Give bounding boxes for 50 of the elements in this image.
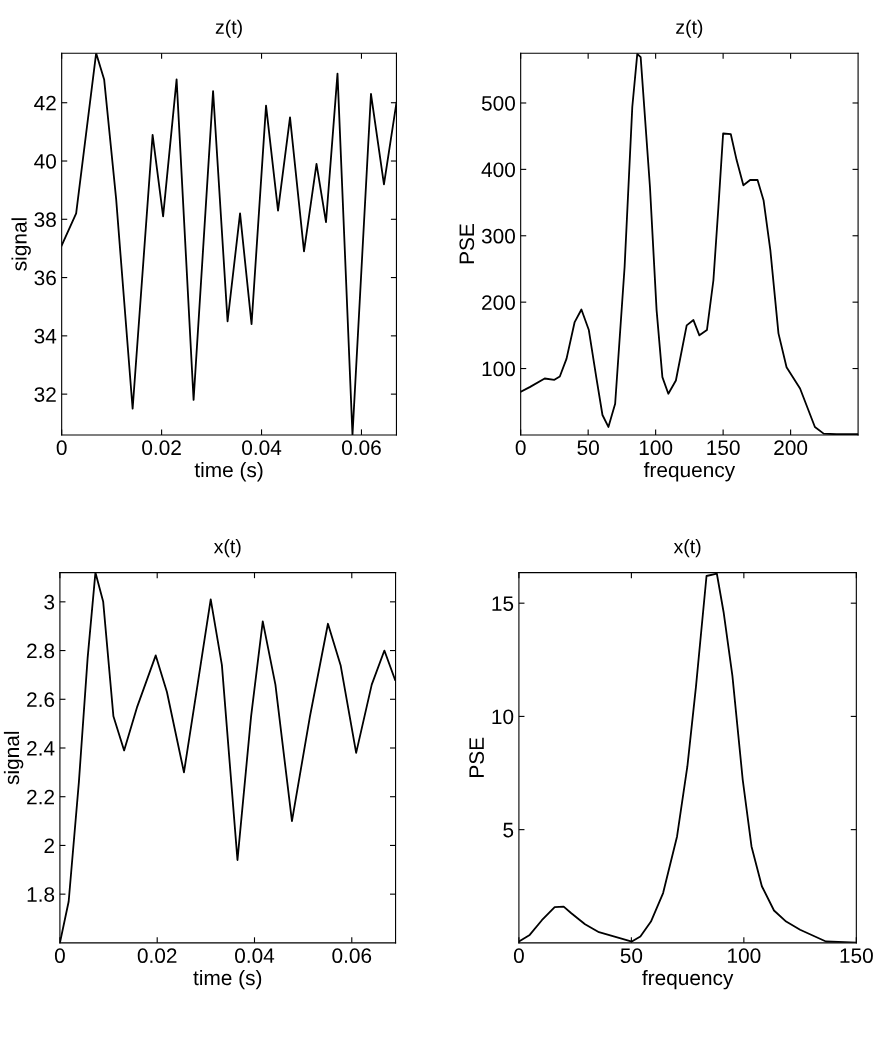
- x-tick-label: 0.02: [142, 440, 181, 456]
- y-tick-label: 400: [481, 162, 515, 178]
- x-axis-title: time (s): [193, 969, 262, 990]
- y-tick-label: 2: [44, 838, 54, 853]
- y-tick-label: 2.2: [27, 789, 54, 805]
- x-axis-title: frequency: [642, 969, 734, 990]
- y-tick-label: 42: [34, 95, 56, 111]
- y-tick-label: 500: [481, 95, 515, 111]
- y-axis-title: PSE: [459, 224, 475, 264]
- x-tick-label: 50: [577, 440, 599, 456]
- y-tick-label: 200: [482, 295, 515, 310]
- y-tick-label: 40: [34, 154, 56, 169]
- chart-title: x(t): [673, 539, 701, 558]
- chart-title: x(t): [213, 539, 241, 558]
- y-tick-label: 1.8: [27, 887, 55, 902]
- y-axis-title: signal: [11, 218, 31, 271]
- x-tick-label: 100: [639, 440, 673, 456]
- x-tick-label: 0.04: [235, 948, 275, 964]
- x-tick-label: 200: [774, 440, 808, 456]
- x-tick-label: 0: [54, 948, 65, 964]
- y-tick-label: 38: [34, 212, 56, 228]
- y-tick-label: 36: [34, 270, 56, 286]
- chart-title: z(t): [215, 19, 242, 38]
- y-tick-label: 34: [34, 328, 57, 344]
- x-tick-label: 0: [513, 948, 524, 964]
- x-tick-label: 0.06: [342, 440, 381, 456]
- x-tick-label: 0: [56, 440, 67, 456]
- y-axis-title: PSE: [469, 737, 484, 777]
- x-tick-label: 0.06: [332, 948, 372, 964]
- chart-title: z(t): [676, 19, 703, 38]
- y-axis-title: signal: [3, 731, 24, 785]
- y-tick-label: 2.4: [27, 741, 55, 756]
- x-axis-title: frequency: [643, 462, 736, 482]
- x-tick-label: 50: [620, 948, 643, 964]
- y-tick-label: 5: [503, 822, 514, 838]
- x-tick-label: 100: [728, 948, 761, 964]
- y-tick-label: 10: [492, 709, 514, 725]
- y-tick-label: 100: [482, 361, 515, 377]
- x-tick-label: 0.02: [137, 948, 177, 964]
- y-tick-label: 2.8: [27, 643, 55, 659]
- y-tick-label: 2.6: [27, 692, 55, 708]
- y-tick-label: 300: [481, 228, 515, 244]
- x-tick-label: 0.04: [242, 440, 282, 456]
- y-tick-label: 32: [34, 387, 56, 402]
- y-tick-label: 15: [492, 596, 514, 611]
- x-tick-label: 0: [515, 440, 526, 456]
- x-axis-title: time (s): [194, 461, 263, 482]
- x-tick-label: 150: [840, 948, 873, 964]
- x-tick-label: 150: [707, 440, 740, 456]
- y-tick-label: 3: [44, 594, 55, 610]
